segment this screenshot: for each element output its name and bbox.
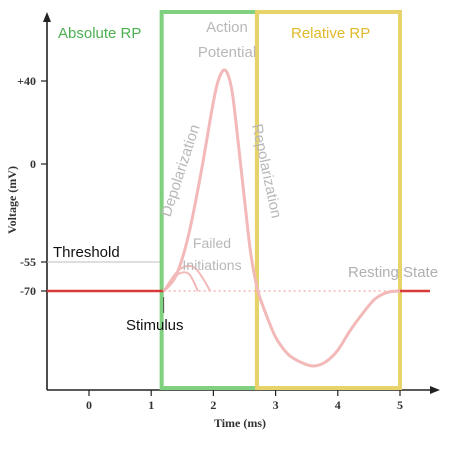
action-label-line2: Potential — [198, 44, 256, 61]
failed-initiation-curve — [162, 264, 212, 292]
y-tick-label: +40 — [17, 74, 36, 88]
x-tick-label: 1 — [148, 398, 154, 412]
y-axis-arrow — [43, 12, 51, 22]
resting-state-label: Resting State — [348, 264, 438, 281]
x-tick-label: 0 — [86, 398, 92, 412]
depolarization-label: Depolarization — [158, 122, 204, 218]
failed-label-line1: Failed — [193, 235, 231, 251]
x-tick-label: 4 — [335, 398, 341, 412]
stimulus-label: Stimulus — [126, 317, 184, 334]
failed-label-line2: Initiations — [182, 257, 241, 273]
absolute-rp-label: Absolute RP — [58, 25, 141, 42]
refractory-regions — [159, 10, 402, 390]
x-tick-label: 3 — [273, 398, 279, 412]
x-tick-label: 5 — [397, 398, 403, 412]
x-axis-label: Time (ms) — [214, 416, 266, 430]
curve-group — [47, 68, 430, 368]
relative-rp-box — [254, 10, 402, 390]
repolarization-label: Repolarization — [248, 122, 285, 219]
action-label-line1: Action — [206, 19, 248, 36]
y-axis-label: Voltage (mV) — [5, 166, 19, 234]
x-axis-arrow — [430, 386, 440, 394]
x-tick-label: 2 — [210, 398, 216, 412]
y-tick-label: -70 — [20, 284, 36, 298]
action-potential-curve — [162, 68, 401, 368]
y-tick-label: 0 — [30, 157, 36, 171]
y-tick-label: -55 — [20, 255, 36, 269]
relative-rp-label: Relative RP — [291, 25, 370, 42]
threshold-label: Threshold — [53, 244, 120, 261]
tick-group: +40 0 -55 -70 0 1 2 3 4 5 — [17, 74, 403, 412]
